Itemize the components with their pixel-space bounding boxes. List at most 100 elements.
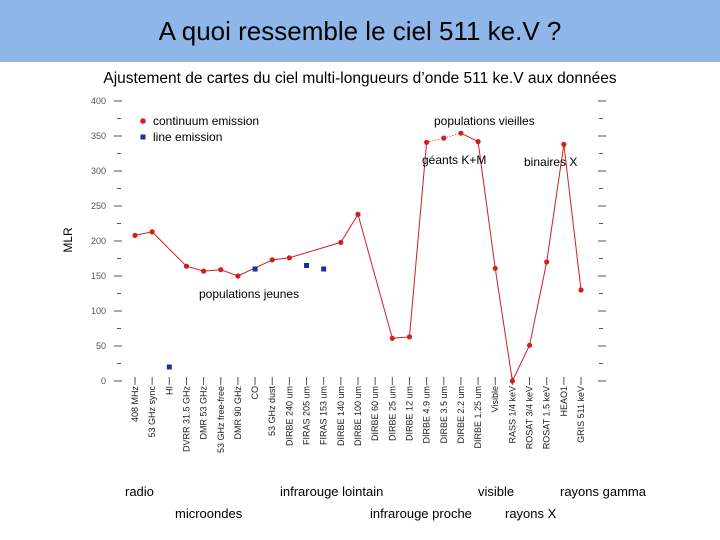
continuum-line-segment	[151, 231, 187, 267]
x-tick-label: 53 GHz dust	[267, 386, 277, 437]
continuum-point	[544, 259, 550, 265]
continuum-point	[235, 273, 241, 279]
y-tick-label: 250	[91, 201, 106, 211]
continuum-line-segment	[511, 345, 530, 382]
continuum-line-segment	[340, 214, 359, 243]
slide-subtitle: Ajustement de cartes du ciel multi-longu…	[103, 70, 617, 87]
line-emission-point	[304, 263, 310, 268]
continuum-point	[149, 229, 155, 235]
continuum-point	[406, 334, 413, 340]
region-xray-label: rayons X	[505, 506, 557, 521]
continuum-point	[201, 268, 207, 274]
legend-line-swatch	[140, 134, 146, 140]
y-tick-label: 150	[91, 271, 106, 281]
x-tick-label: 408 MHz	[130, 386, 140, 423]
continuum-line-segment	[426, 137, 444, 143]
line-emission-point	[321, 266, 327, 272]
continuum-point	[526, 342, 533, 348]
continuum-line-segment	[203, 269, 221, 272]
chart-annotation: populations jeunes	[199, 287, 299, 301]
x-tick-label: FIRAS 153 um	[319, 386, 329, 445]
y-tick-label: 200	[91, 236, 106, 246]
y-tick-label: 300	[91, 166, 106, 176]
continuum-line-segment	[357, 214, 393, 339]
x-tick-label: DMR 90 GHz	[233, 386, 243, 440]
legend-continuum-swatch	[140, 118, 146, 124]
continuum-point	[389, 335, 395, 341]
x-tick-label: ROSAT 3/4 keV	[525, 386, 535, 449]
x-tick-label: DMR 53 GHz	[199, 386, 209, 440]
y-tick-label: 50	[96, 341, 106, 351]
continuum-line-segment	[392, 336, 410, 339]
continuum-point	[269, 257, 275, 263]
x-tick-label: GRIS 511 keV	[576, 386, 586, 443]
continuum-point	[338, 239, 344, 245]
continuum-line-segment	[443, 132, 462, 139]
region-near-ir-label: infrarouge proche	[370, 506, 472, 521]
continuum-point	[509, 378, 515, 384]
continuum-point	[561, 141, 567, 147]
x-tick-label: DIRBE 1.25 um	[473, 386, 483, 449]
continuum-line-segment	[563, 144, 582, 291]
continuum-point	[355, 211, 361, 217]
legend-line-label: line emission	[153, 130, 222, 144]
chart-annotation: binaires X	[524, 155, 577, 169]
continuum-line-segment	[529, 261, 548, 346]
x-tick-label: FIRAS 205 um	[302, 386, 312, 445]
continuum-point	[578, 287, 584, 293]
y-tick-label: 0	[101, 376, 106, 386]
region-radio-label: radio	[125, 484, 154, 499]
chart-annotation: populations vieilles	[434, 114, 535, 128]
continuum-line-segment	[408, 142, 428, 337]
continuum-point	[183, 263, 190, 269]
x-tick-label: ROSAT 1.5 keV	[542, 386, 552, 449]
line-emission-point	[252, 266, 258, 272]
x-tick-label: DIRBE 100 um	[353, 386, 363, 446]
continuum-point	[492, 265, 498, 271]
chart-annotation: géants K+M	[422, 153, 486, 167]
continuum-line-segment	[272, 257, 290, 261]
y-tick-label: 350	[91, 131, 106, 141]
region-far-ir-label: infrarouge lointain	[280, 484, 384, 499]
continuum-point	[424, 139, 430, 145]
continuum-line-segment	[186, 265, 204, 272]
x-tick-label: DVRR 31.5 GHz	[181, 386, 191, 453]
x-tick-label: RASS 1/4 keV	[507, 386, 517, 444]
region-gamma-label: rayons gamma	[560, 484, 646, 499]
x-tick-label: HEAO1	[559, 386, 569, 417]
x-tick-label: Visible	[490, 386, 500, 412]
region-microwave-label: microondes	[175, 506, 243, 521]
region-visible-label: visible	[478, 484, 515, 499]
x-tick-label: DIRBE 25 um	[387, 386, 397, 441]
x-tick-label: 53 GHz sync	[147, 386, 157, 438]
legend-continuum-label: continuum emission	[153, 114, 259, 128]
continuum-point	[458, 130, 464, 136]
continuum-line-segment	[477, 141, 496, 269]
continuum-point	[441, 135, 447, 141]
y-axis-label: MLR	[61, 227, 75, 253]
x-tick-label: DIRBE 4.9 um	[422, 386, 432, 444]
x-tick-label: DIRBE 60 um	[370, 386, 380, 441]
continuum-line-segment	[494, 268, 513, 382]
slide-title-text: A quoi ressemble le ciel 511 ke.V ?	[158, 16, 562, 46]
continuum-line-segment	[220, 269, 239, 277]
x-tick-label: DIRBE 140 um	[336, 386, 346, 446]
x-tick-label: DIRBE 240 um	[284, 386, 294, 446]
y-tick-label: 100	[91, 306, 106, 316]
slide-title: A quoi ressemble le ciel 511 ke.V ?	[0, 0, 720, 62]
x-tick-label: DIRBE 12 um	[404, 386, 414, 441]
x-tick-label: 53 GHz free-free	[216, 386, 226, 453]
continuum-point	[132, 232, 138, 238]
x-tick-label: DIRBE 2.2 um	[456, 386, 466, 444]
x-tick-label: CO	[250, 386, 260, 400]
line-emission-point	[166, 364, 172, 370]
continuum-line-segment	[546, 144, 565, 263]
continuum-line-segment	[134, 231, 153, 236]
y-tick-label: 400	[91, 96, 106, 106]
continuum-point	[286, 255, 292, 261]
continuum-line-segment	[289, 241, 341, 259]
continuum-line-segment	[460, 132, 479, 143]
x-tick-label: DIRBE 3.5 um	[439, 386, 449, 444]
x-tick-label: HI	[164, 386, 174, 395]
